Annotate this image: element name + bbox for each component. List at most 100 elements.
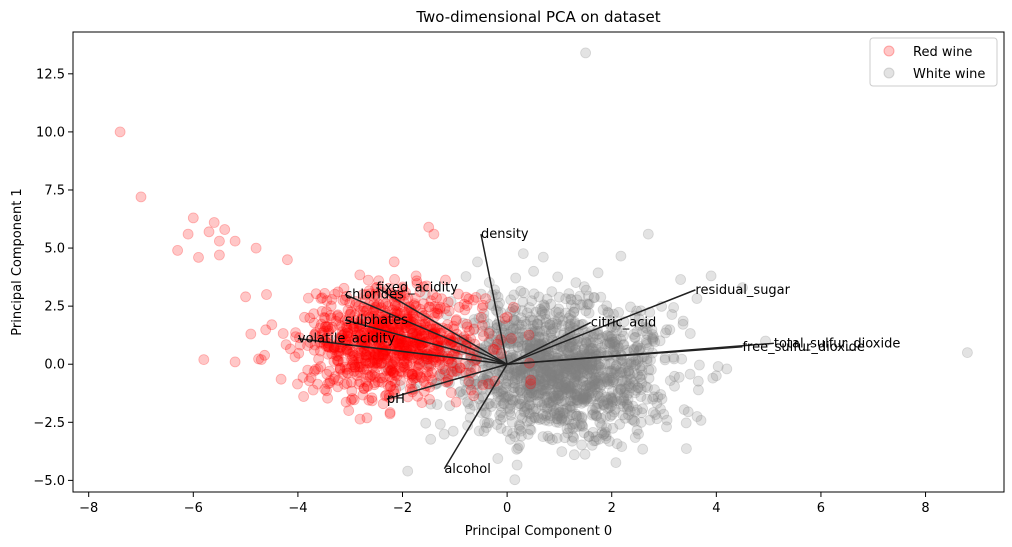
red-wine-point [245, 328, 257, 340]
white-wine-point [600, 430, 612, 442]
white-wine-point [521, 333, 533, 345]
white-wine-point [594, 392, 606, 404]
white-wine-point [535, 369, 547, 381]
white-wine-point [529, 337, 541, 349]
x-tick-label: 2 [608, 501, 616, 516]
white-wine-point [514, 364, 526, 376]
white-wine-point [587, 336, 599, 348]
white-wine-point [507, 377, 519, 389]
white-wine-point [622, 403, 633, 415]
white-wine-point [592, 360, 604, 371]
white-wine-point [516, 387, 527, 399]
white-wine-point [515, 323, 527, 335]
white-wine-point [544, 384, 556, 396]
white-wine-point [499, 377, 511, 389]
white-wine-point [632, 382, 644, 394]
white-wine-point [516, 412, 528, 424]
white-wine-point [587, 331, 599, 343]
white-wine-point [619, 383, 631, 394]
white-wine-point [628, 376, 640, 388]
white-wine-point [544, 432, 556, 444]
white-wine-point [580, 382, 592, 394]
white-wine-point [602, 306, 613, 318]
white-wine-point [522, 342, 534, 354]
white-wine-point [615, 367, 627, 379]
white-wine-point [498, 390, 510, 402]
white-wine-point [502, 375, 514, 387]
white-wine-point [559, 432, 571, 444]
white-wine-point [570, 357, 582, 369]
white-wine-point [605, 391, 617, 403]
white-wine-point [553, 378, 565, 390]
white-wine-point [561, 384, 573, 396]
white-wine-point [581, 348, 592, 360]
white-wine-point [560, 403, 572, 414]
white-wine-point [569, 316, 581, 328]
white-wine-point [623, 380, 634, 392]
white-wine-point [615, 250, 627, 262]
white-wine-point [508, 331, 519, 342]
red-wine-point [193, 251, 204, 263]
white-wine-point [468, 314, 480, 325]
white-wine-point [594, 333, 605, 345]
white-wine-point [570, 346, 581, 358]
white-wine-point [517, 394, 528, 406]
white-wine-point [553, 364, 565, 376]
white-wine-point [534, 387, 545, 399]
white-wine-point [589, 379, 600, 391]
white-wine-point [615, 333, 626, 345]
white-wine-point [623, 409, 634, 421]
white-wine-point [509, 431, 521, 442]
white-wine-point [460, 384, 472, 396]
white-wine-point [549, 370, 561, 382]
x-tick-label: −8 [79, 501, 98, 516]
white-wine-point [524, 302, 535, 313]
white-wine-point [553, 404, 565, 416]
white-wine-point [482, 318, 494, 330]
white-wine-point [497, 387, 509, 399]
loading-label-chlorides: chlorides [345, 288, 404, 303]
white-wine-point [590, 410, 602, 422]
white-wine-point [529, 334, 541, 346]
white-wine-point [533, 373, 545, 385]
white-wine-point [548, 370, 560, 382]
white-wine-point [556, 446, 568, 458]
white-wine-point [567, 380, 578, 392]
white-wine-point [655, 389, 667, 400]
white-wine-point [604, 331, 616, 343]
white-wine-point [605, 392, 617, 404]
white-wine-point [608, 376, 619, 387]
white-wine-point [547, 323, 559, 335]
white-wine-point [493, 339, 505, 351]
white-wine-point [522, 382, 534, 394]
white-wine-point [554, 407, 565, 419]
red-wine-point [229, 356, 241, 368]
red-wine-point [376, 357, 388, 369]
white-wine-point [541, 364, 553, 376]
white-wine-point [550, 316, 562, 328]
white-wine-point [583, 364, 594, 376]
white-wine-point [640, 334, 652, 346]
white-wine-point [617, 374, 629, 386]
white-wine-point [651, 413, 663, 425]
white-wine-point [544, 319, 556, 331]
white-wine-point [607, 392, 619, 404]
white-wine-point [603, 378, 614, 390]
white-wine-point [556, 414, 567, 426]
white-wine-point [522, 428, 534, 440]
white-wine-point [505, 409, 517, 421]
white-wine-point [508, 289, 520, 301]
white-wine-point [658, 408, 670, 420]
white-wine-point [623, 365, 634, 377]
white-wine-point [583, 430, 595, 442]
white-wine-point [563, 363, 575, 374]
red-wine-point [460, 291, 472, 303]
legend: Red wine White wine [869, 37, 998, 87]
white-wine-point [616, 375, 628, 387]
white-wine-point [645, 354, 656, 366]
red-wine-point [135, 191, 147, 203]
white-wine-point [481, 417, 493, 429]
white-wine-point [621, 398, 633, 410]
white-wine-point [593, 371, 605, 383]
white-wine-point [569, 389, 581, 401]
